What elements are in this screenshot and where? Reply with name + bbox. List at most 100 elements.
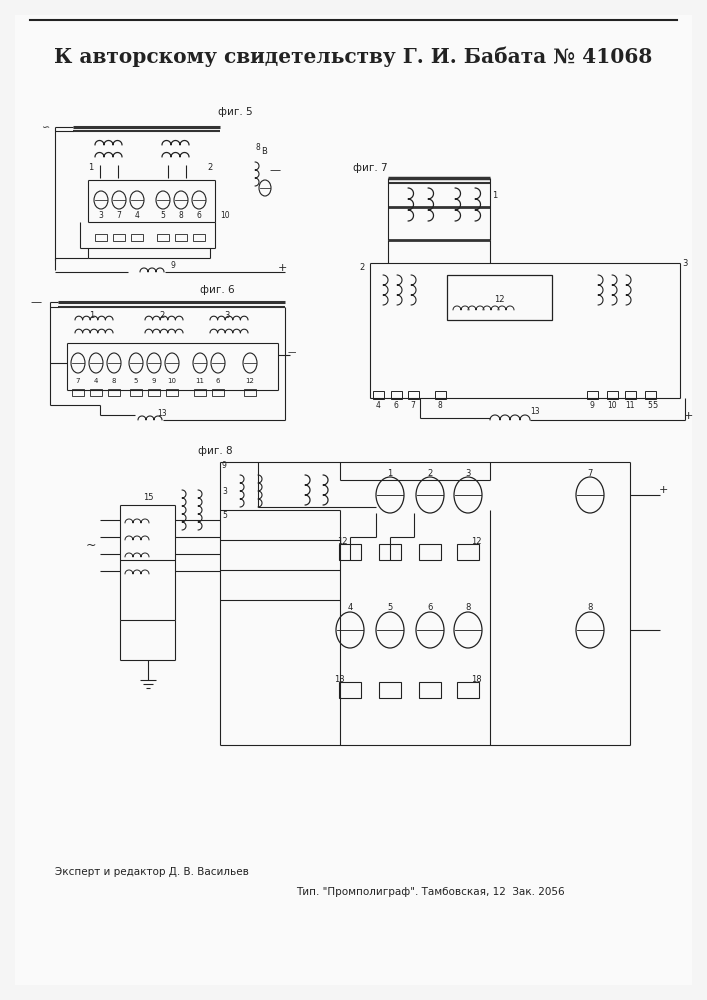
Bar — [212, 388, 224, 395]
Text: 9: 9 — [590, 400, 595, 410]
Text: ∽: ∽ — [42, 122, 50, 132]
Bar — [244, 388, 256, 395]
Bar — [379, 544, 401, 560]
Text: 3: 3 — [224, 312, 230, 320]
Bar — [175, 233, 187, 240]
Text: 12: 12 — [493, 296, 504, 304]
Bar — [148, 388, 160, 395]
Text: 8: 8 — [112, 378, 116, 384]
Text: —: — — [288, 349, 296, 358]
Text: 9: 9 — [170, 260, 175, 269]
Bar — [131, 233, 143, 240]
Text: +: + — [683, 411, 693, 421]
Text: 5: 5 — [160, 211, 165, 220]
Text: 13: 13 — [530, 408, 540, 416]
Text: фиг. 8: фиг. 8 — [198, 446, 233, 456]
Text: 5: 5 — [222, 512, 227, 520]
Text: 8: 8 — [588, 603, 592, 612]
Text: ~: ~ — [86, 538, 96, 552]
Text: 10: 10 — [607, 400, 617, 410]
Bar — [339, 544, 361, 560]
Text: +: + — [658, 485, 667, 495]
Text: 11: 11 — [196, 378, 204, 384]
Text: 2: 2 — [207, 163, 213, 172]
Text: К авторскому свидетельству Г. И. Бабата № 41068: К авторскому свидетельству Г. И. Бабата … — [54, 47, 652, 67]
Text: 5: 5 — [648, 400, 653, 410]
Text: 13: 13 — [157, 408, 167, 418]
Text: 7: 7 — [411, 400, 416, 410]
Text: 4: 4 — [94, 378, 98, 384]
Bar — [157, 233, 169, 240]
Bar — [607, 391, 617, 399]
Bar — [419, 682, 441, 698]
Text: 1: 1 — [89, 312, 95, 320]
Text: 3: 3 — [682, 258, 687, 267]
Bar — [130, 388, 142, 395]
Bar — [435, 391, 445, 399]
Text: 8: 8 — [465, 603, 471, 612]
Text: 2: 2 — [427, 468, 433, 478]
Bar — [379, 682, 401, 698]
Text: 4: 4 — [134, 211, 139, 220]
Bar — [457, 544, 479, 560]
Text: 9: 9 — [222, 462, 227, 471]
Text: 5: 5 — [387, 603, 392, 612]
Text: Эксперт и редактор Д. В. Васильев: Эксперт и редактор Д. В. Васильев — [55, 867, 249, 877]
Bar — [419, 544, 441, 560]
Text: фиг. 5: фиг. 5 — [218, 107, 252, 117]
Text: 8: 8 — [256, 143, 260, 152]
Text: Тип. "Промполиграф". Тамбовская, 12  Зак. 2056: Тип. "Промполиграф". Тамбовская, 12 Зак.… — [296, 887, 564, 897]
Text: 1: 1 — [88, 163, 93, 172]
Bar — [95, 233, 107, 240]
Text: 12: 12 — [245, 378, 255, 384]
Text: 10: 10 — [220, 211, 230, 220]
Text: 6: 6 — [197, 211, 201, 220]
Bar — [624, 391, 636, 399]
Text: 10: 10 — [168, 378, 177, 384]
Text: фиг. 6: фиг. 6 — [200, 285, 235, 295]
Text: +: + — [277, 263, 286, 273]
Bar — [72, 388, 84, 395]
Bar — [339, 682, 361, 698]
Text: 8: 8 — [438, 400, 443, 410]
Text: 12: 12 — [337, 536, 348, 546]
Text: 2: 2 — [159, 312, 165, 320]
Bar — [407, 391, 419, 399]
Text: 13: 13 — [334, 676, 345, 684]
Bar — [587, 391, 597, 399]
Text: фиг. 7: фиг. 7 — [353, 163, 387, 173]
Text: 8: 8 — [179, 211, 183, 220]
Text: 6: 6 — [427, 603, 433, 612]
Text: 18: 18 — [471, 676, 481, 684]
Text: 3: 3 — [222, 487, 227, 495]
Text: —: — — [31, 297, 42, 307]
Bar — [645, 391, 655, 399]
Bar — [166, 388, 178, 395]
Text: 9: 9 — [152, 378, 156, 384]
Bar — [113, 233, 125, 240]
Text: 12: 12 — [471, 536, 481, 546]
Text: 4: 4 — [347, 603, 353, 612]
Text: 3: 3 — [465, 468, 471, 478]
Text: 7: 7 — [588, 468, 592, 478]
Text: 15: 15 — [143, 492, 153, 502]
Text: 5: 5 — [653, 400, 658, 410]
Bar — [457, 682, 479, 698]
Bar — [373, 391, 383, 399]
Text: 6: 6 — [216, 378, 221, 384]
Text: —: — — [269, 165, 281, 175]
Text: B: B — [261, 147, 267, 156]
Bar — [447, 275, 552, 320]
Bar — [90, 388, 102, 395]
Bar — [194, 388, 206, 395]
Text: 1: 1 — [492, 190, 497, 200]
Text: 5: 5 — [134, 378, 138, 384]
Text: 11: 11 — [625, 400, 635, 410]
Text: 6: 6 — [394, 400, 399, 410]
Text: 7: 7 — [76, 378, 81, 384]
Bar — [193, 233, 205, 240]
Text: 7: 7 — [117, 211, 122, 220]
Text: 4: 4 — [375, 400, 380, 410]
Bar — [108, 388, 120, 395]
Text: 3: 3 — [98, 211, 103, 220]
